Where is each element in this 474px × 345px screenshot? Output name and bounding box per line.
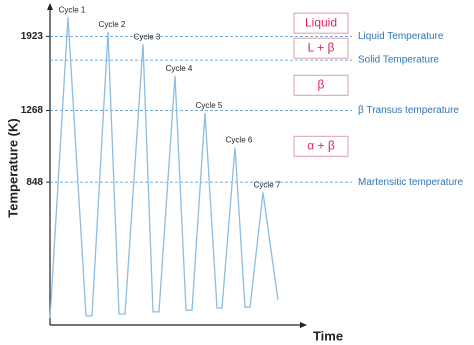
reference-label: Liquid Temperature xyxy=(358,31,444,42)
cycle-label: Cycle 6 xyxy=(226,136,253,145)
phase-box xyxy=(293,12,349,34)
phase-box xyxy=(293,74,349,96)
reference-label: Solid Temperature xyxy=(358,55,439,66)
phase-box xyxy=(293,135,349,157)
cycle-label: Cycle 1 xyxy=(59,5,86,14)
reference-label: Martensitic temperature xyxy=(358,177,463,188)
phase-label: L + β xyxy=(308,40,335,54)
phase-label: Liquid xyxy=(305,15,337,29)
cycle-label: Cycle 3 xyxy=(134,32,161,41)
y-tick-label: 1923 xyxy=(21,31,44,42)
y-tick-label: 1268 xyxy=(21,105,44,116)
y-axis-label: Temperature (K) xyxy=(5,118,20,217)
x-axis-arrow xyxy=(300,322,307,328)
phase-box xyxy=(293,37,349,59)
x-axis-label: Time xyxy=(313,328,343,343)
phase-label: β xyxy=(318,77,325,91)
reference-label: β Transus temperature xyxy=(358,105,459,116)
cycle-label: Cycle 5 xyxy=(196,101,223,110)
cycle-label: Cycle 7 xyxy=(254,181,281,190)
cycle-label: Cycle 4 xyxy=(166,64,193,73)
cycle-label: Cycle 2 xyxy=(99,20,126,29)
y-tick-label: 848 xyxy=(26,177,43,188)
temperature-line xyxy=(49,17,279,319)
phase-label: α + β xyxy=(307,138,335,152)
y-axis-arrow xyxy=(47,3,53,10)
